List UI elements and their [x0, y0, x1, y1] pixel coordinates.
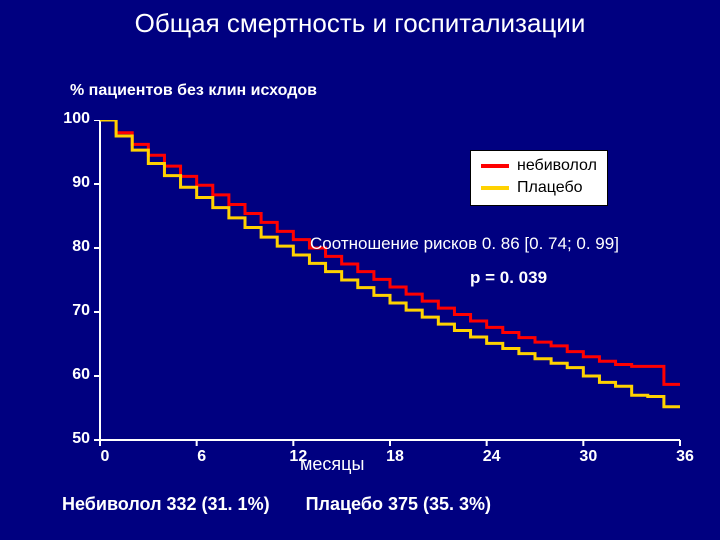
x-tick-label: 6: [187, 448, 217, 466]
y-axis-label: % пациентов без клин исходов: [70, 82, 317, 100]
y-tick-label: 60: [72, 366, 90, 384]
y-tick-label: 70: [72, 302, 90, 320]
legend-swatch-nebivolol: [481, 164, 509, 168]
legend: небиволол Плацебо: [470, 150, 608, 206]
legend-swatch-placebo: [481, 186, 509, 190]
y-tick-label: 80: [72, 238, 90, 256]
y-tick-label: 100: [63, 110, 90, 128]
x-tick-label: 12: [283, 448, 313, 466]
x-tick-label: 24: [477, 448, 507, 466]
legend-item-placebo: Плацебо: [481, 177, 597, 199]
x-tick-label: 30: [573, 448, 603, 466]
x-tick-label: 0: [90, 448, 120, 466]
p-value-text: p = 0. 039: [470, 268, 547, 288]
y-tick-label: 50: [72, 430, 90, 448]
footer-counts: Небиволол 332 (31. 1%) Плацебо 375 (35. …: [62, 494, 491, 515]
legend-label-nebivolol: небиволол: [517, 157, 597, 175]
legend-label-placebo: Плацебо: [517, 179, 583, 197]
y-tick-label: 90: [72, 174, 90, 192]
footer-nebivolol: Небиволол 332 (31. 1%): [62, 494, 270, 514]
x-tick-label: 36: [670, 448, 700, 466]
legend-item-nebivolol: небиволол: [481, 155, 597, 177]
hazard-ratio-text: Соотношение рисков 0. 86 [0. 74; 0. 99]: [310, 234, 619, 254]
x-tick-label: 18: [380, 448, 410, 466]
page-title: Общая смертность и госпитализации: [0, 8, 720, 39]
footer-placebo: Плацебо 375 (35. 3%): [306, 494, 491, 514]
